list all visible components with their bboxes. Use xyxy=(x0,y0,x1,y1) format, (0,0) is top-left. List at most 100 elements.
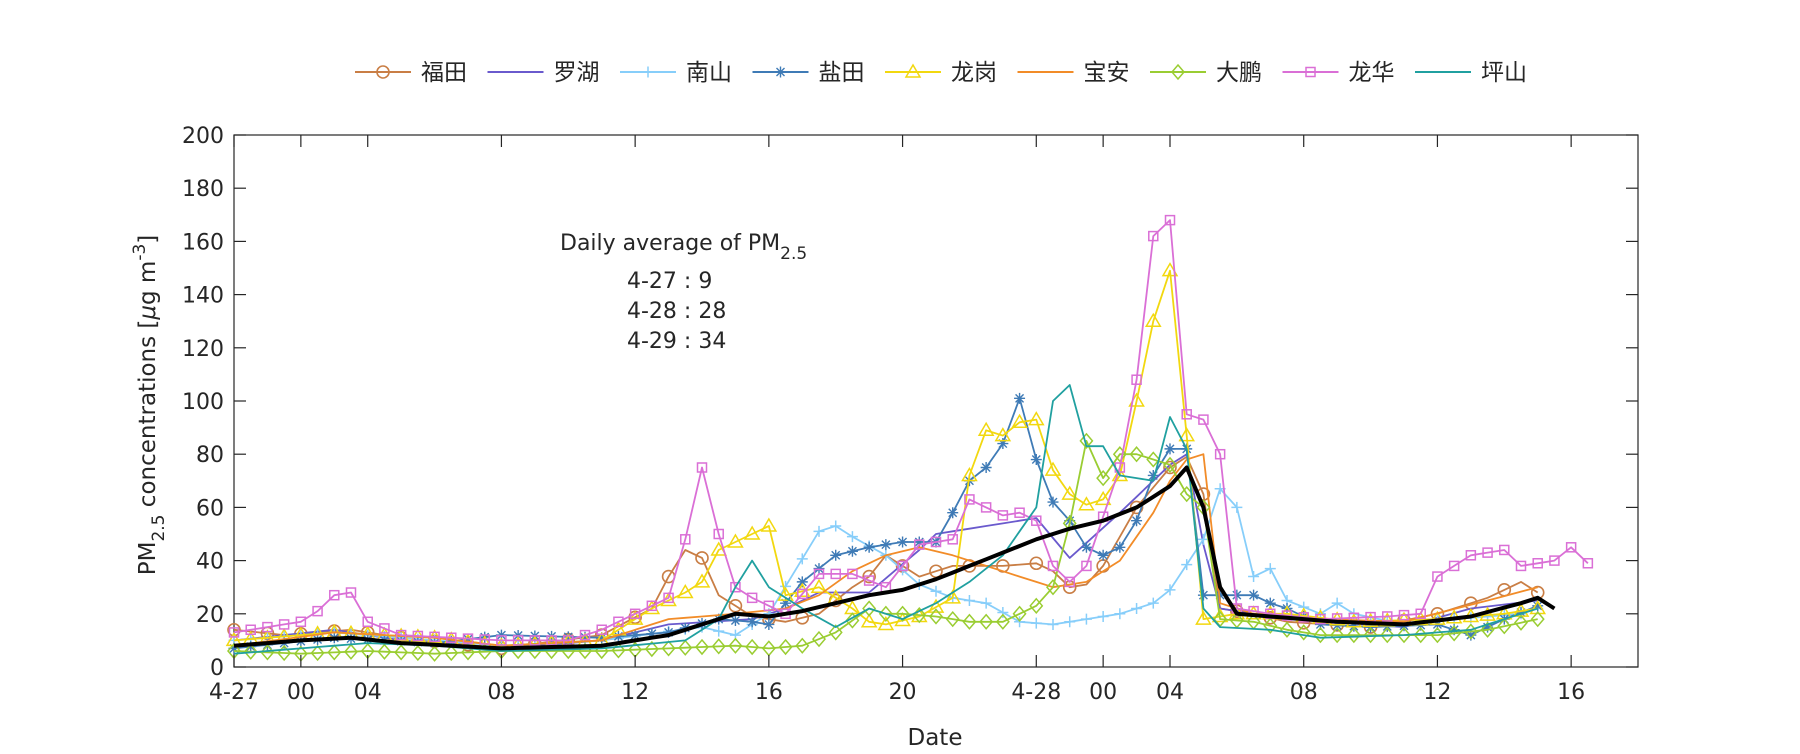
data-point xyxy=(1029,556,1044,571)
data-point xyxy=(727,533,744,548)
data-point xyxy=(862,569,876,584)
data-point xyxy=(1415,608,1426,620)
legend-item-0: 福田 xyxy=(355,60,467,86)
data-point xyxy=(546,635,557,646)
x-tick-label: 00 xyxy=(1089,680,1117,705)
data-point xyxy=(743,525,761,540)
annotation-line-4-29: 4-29 : 34 xyxy=(627,329,726,354)
data-point xyxy=(444,644,459,662)
data-point xyxy=(780,580,792,592)
data-point xyxy=(461,644,475,661)
data-point xyxy=(780,597,792,609)
data-point xyxy=(1080,613,1092,625)
y-tick-label: 20 xyxy=(196,603,224,628)
legend-item-3: 盐田 xyxy=(752,60,865,86)
data-point xyxy=(1029,597,1044,614)
x-tick-label: 16 xyxy=(1557,680,1585,705)
data-point xyxy=(830,520,842,532)
data-point xyxy=(1231,589,1243,601)
data-point xyxy=(1114,608,1126,620)
data-point xyxy=(379,623,390,634)
data-point xyxy=(395,629,407,641)
data-point xyxy=(1064,616,1076,628)
data-point xyxy=(1515,606,1527,618)
data-point xyxy=(579,631,591,643)
data-point xyxy=(847,568,858,580)
data-point xyxy=(1178,427,1196,442)
data-point xyxy=(1046,579,1060,596)
data-point xyxy=(262,621,273,633)
data-point xyxy=(1398,609,1410,621)
x-tick-label: 12 xyxy=(621,680,649,705)
data-point xyxy=(579,629,591,641)
data-point xyxy=(927,598,945,613)
data-point xyxy=(1011,413,1028,429)
series-average xyxy=(233,465,1556,651)
y-axis-title: PM2.5 concentrations [μg m-3] xyxy=(130,235,169,576)
data-point xyxy=(812,630,826,648)
data-point xyxy=(1147,597,1159,609)
data-point xyxy=(945,610,960,628)
data-point xyxy=(1030,617,1042,629)
data-point xyxy=(1181,409,1192,420)
x-tick-label: 20 xyxy=(889,680,917,705)
data-point xyxy=(1146,451,1161,468)
data-point xyxy=(930,536,942,548)
legend-marker xyxy=(642,66,654,78)
data-point xyxy=(1147,469,1159,481)
data-point xyxy=(1280,621,1294,638)
data-point xyxy=(994,427,1012,442)
data-point xyxy=(1061,485,1079,500)
data-point xyxy=(1529,599,1547,615)
data-point xyxy=(345,587,357,598)
data-point xyxy=(995,613,1010,630)
x-tick-label: 4-28 xyxy=(1011,680,1061,705)
annotation-title: Daily average of PM2.5 xyxy=(560,231,807,264)
data-point xyxy=(947,534,958,545)
data-point xyxy=(1312,609,1329,624)
legend-label: 罗湖 xyxy=(554,60,600,86)
data-point xyxy=(629,608,641,620)
data-point xyxy=(760,517,778,532)
data-point xyxy=(1197,589,1209,601)
data-point xyxy=(1497,618,1512,635)
data-point xyxy=(895,605,910,622)
legend-label: 大鹏 xyxy=(1216,60,1262,86)
data-point xyxy=(1313,626,1328,644)
data-point xyxy=(944,589,962,604)
data-point xyxy=(1030,454,1042,466)
legend-label: 龙华 xyxy=(1349,60,1395,86)
data-point xyxy=(1296,624,1311,641)
data-point xyxy=(763,600,775,612)
data-point xyxy=(529,635,541,646)
data-point xyxy=(730,581,741,593)
data-point xyxy=(695,638,709,656)
data-point xyxy=(961,466,978,482)
data-point xyxy=(1264,563,1276,575)
data-point xyxy=(877,615,895,631)
data-point xyxy=(479,634,490,645)
legend-item-8: 坪山 xyxy=(1415,60,1527,86)
data-point xyxy=(394,644,409,661)
data-point xyxy=(245,641,257,653)
data-point xyxy=(860,613,878,628)
data-point xyxy=(713,528,724,540)
data-point xyxy=(1281,602,1293,614)
data-point xyxy=(646,628,658,640)
data-point xyxy=(278,619,290,630)
data-point xyxy=(1380,626,1395,644)
y-tick-label: 100 xyxy=(182,390,224,415)
data-point xyxy=(1144,312,1162,327)
data-point xyxy=(1432,571,1443,582)
data-point xyxy=(914,539,925,550)
data-point xyxy=(711,638,726,655)
data-point xyxy=(678,639,693,656)
data-point xyxy=(427,645,442,662)
legend-label: 盐田 xyxy=(819,60,865,86)
data-point xyxy=(813,563,825,575)
data-point xyxy=(1096,469,1111,487)
data-point xyxy=(1382,611,1393,622)
data-point xyxy=(693,573,711,588)
x-tick-label: 08 xyxy=(1290,680,1318,705)
